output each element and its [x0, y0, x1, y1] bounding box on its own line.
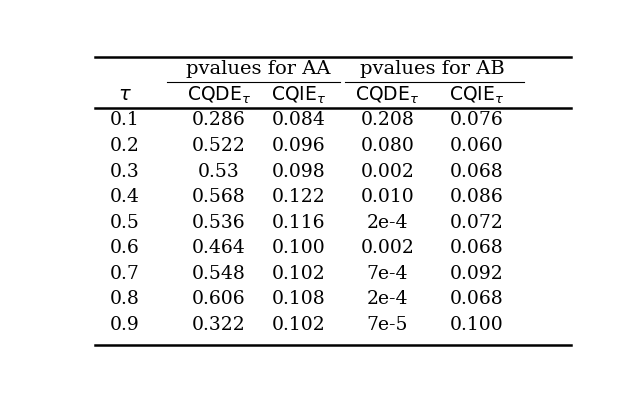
Text: 2e-4: 2e-4	[367, 214, 408, 232]
Text: 0.092: 0.092	[450, 265, 504, 283]
Text: 0.606: 0.606	[192, 290, 246, 308]
Text: 0.3: 0.3	[110, 163, 140, 181]
Text: 0.568: 0.568	[192, 188, 246, 206]
Text: pvalues for AA: pvalues for AA	[186, 60, 331, 78]
Text: 0.464: 0.464	[192, 239, 246, 257]
Text: pvalues for AB: pvalues for AB	[360, 60, 504, 78]
Text: 0.4: 0.4	[109, 188, 140, 206]
Text: 0.076: 0.076	[450, 111, 504, 130]
Text: 0.5: 0.5	[109, 214, 140, 232]
Text: 0.116: 0.116	[271, 214, 325, 232]
Text: 0.002: 0.002	[360, 239, 415, 257]
Text: 0.068: 0.068	[450, 290, 504, 308]
Text: 0.102: 0.102	[271, 265, 325, 283]
Text: $\tau$: $\tau$	[118, 86, 132, 104]
Text: 2e-4: 2e-4	[367, 290, 408, 308]
Text: 0.108: 0.108	[271, 290, 325, 308]
Text: 0.098: 0.098	[271, 163, 325, 181]
Text: $\mathrm{CQDE}_\tau$: $\mathrm{CQDE}_\tau$	[187, 84, 251, 105]
Text: 0.2: 0.2	[109, 137, 140, 155]
Text: 0.1: 0.1	[110, 111, 140, 130]
Text: 0.122: 0.122	[271, 188, 325, 206]
Text: 0.084: 0.084	[271, 111, 325, 130]
Text: 0.286: 0.286	[192, 111, 246, 130]
Text: 0.072: 0.072	[450, 214, 504, 232]
Text: 0.522: 0.522	[192, 137, 246, 155]
Text: 0.208: 0.208	[360, 111, 415, 130]
Text: 0.086: 0.086	[450, 188, 504, 206]
Text: 0.7: 0.7	[109, 265, 140, 283]
Text: 0.068: 0.068	[450, 163, 504, 181]
Text: 0.9: 0.9	[110, 316, 140, 334]
Text: $\mathrm{CQIE}_\tau$: $\mathrm{CQIE}_\tau$	[449, 84, 504, 105]
Text: 7e-4: 7e-4	[367, 265, 408, 283]
Text: 0.068: 0.068	[450, 239, 504, 257]
Text: 0.536: 0.536	[192, 214, 246, 232]
Text: 0.53: 0.53	[198, 163, 240, 181]
Text: 0.060: 0.060	[450, 137, 504, 155]
Text: 0.080: 0.080	[360, 137, 415, 155]
Text: 0.102: 0.102	[271, 316, 325, 334]
Text: 0.548: 0.548	[192, 265, 246, 283]
Text: 0.8: 0.8	[109, 290, 140, 308]
Text: 0.100: 0.100	[271, 239, 325, 257]
Text: $\mathrm{CQIE}_\tau$: $\mathrm{CQIE}_\tau$	[271, 84, 326, 105]
Text: $\mathrm{CQDE}_\tau$: $\mathrm{CQDE}_\tau$	[355, 84, 420, 105]
Text: 0.322: 0.322	[192, 316, 246, 334]
Text: 0.100: 0.100	[450, 316, 504, 334]
Text: 0.010: 0.010	[361, 188, 414, 206]
Text: 0.6: 0.6	[110, 239, 140, 257]
Text: 7e-5: 7e-5	[367, 316, 408, 334]
Text: 0.002: 0.002	[360, 163, 415, 181]
Text: 0.096: 0.096	[271, 137, 325, 155]
